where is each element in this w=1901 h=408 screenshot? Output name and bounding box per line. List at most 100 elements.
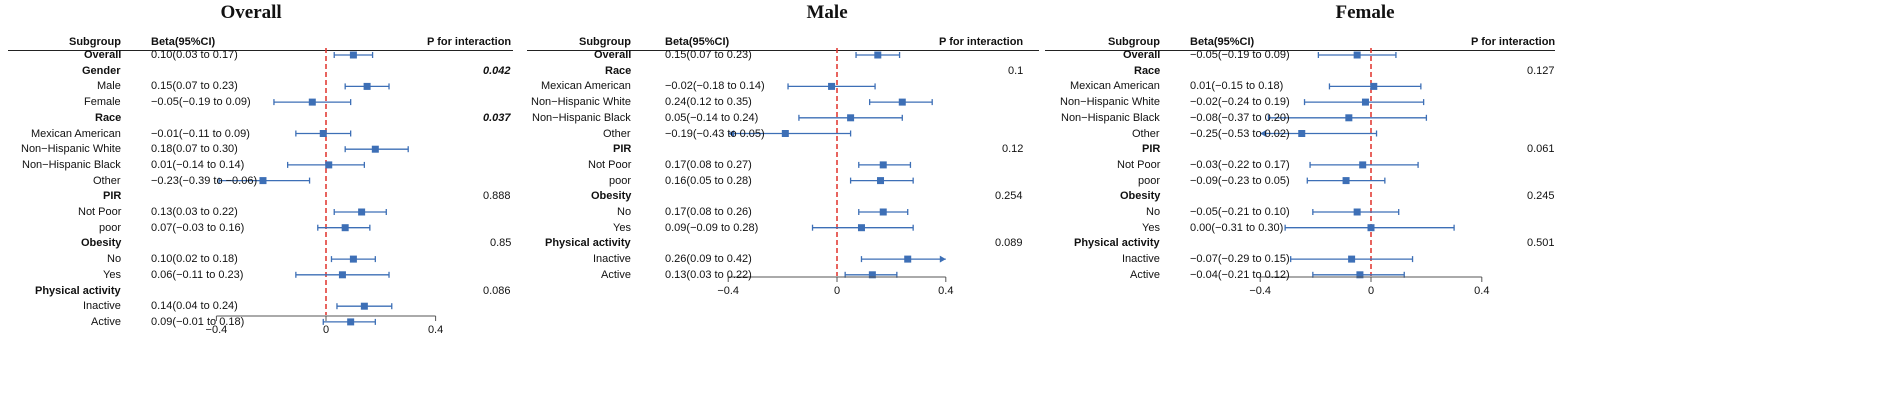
row-label: Overall [84,49,122,61]
x-tick-label: 0 [1368,285,1374,297]
row-beta: 0.16(0.05 to 0.28) [665,174,752,187]
panel-title: Overall [220,2,282,23]
point-estimate [1367,224,1375,232]
point-estimate [259,177,267,185]
row-label: poor [1138,174,1161,187]
row-beta: 0.09(−0.09 to 0.28) [665,221,759,234]
row-beta: 0.00(−0.31 to 0.30) [1190,221,1284,234]
row-label: Overall [1123,49,1161,61]
header-p-interaction: P for interaction [1471,36,1556,48]
point-estimate [1353,208,1361,216]
row-label: Yes [103,268,121,281]
point-estimate [874,51,882,59]
forest-plot-area: −0.4 0 0.4 [206,48,443,336]
row-beta: −0.04(−0.21 to 0.12) [1190,268,1290,281]
row-label: Mexican American [1070,80,1160,93]
x-tick-label: 0.4 [938,285,953,297]
row-p-value: 0.127 [1527,64,1555,77]
row-p-value: 0.037 [483,111,511,124]
row-beta: −0.03(−0.22 to 0.17) [1190,158,1290,171]
row-label: No [617,206,632,218]
header-beta: Beta(95%CI) [665,36,730,48]
point-estimate [1342,177,1350,185]
row-p-value: 0.089 [995,237,1023,250]
row-label: Mexican American [541,80,631,93]
point-estimate [1361,98,1369,106]
row-label: Female [84,96,121,109]
point-estimate [857,224,865,232]
point-estimate [319,130,327,137]
row-beta: 0.09(−0.01 to 0.18) [151,315,245,328]
row-p-value: 0.1 [1008,64,1024,77]
row-label: Non−Hispanic White [531,96,631,109]
row-beta: 0.17(0.08 to 0.26) [665,206,752,218]
x-tick-label: 0.4 [428,324,443,336]
row-label: Physical activity [1074,237,1160,250]
point-estimate [1348,255,1356,263]
row-beta: 0.01(−0.14 to 0.14) [151,158,245,171]
row-beta: −0.05(−0.21 to 0.10) [1190,206,1290,218]
point-estimate [898,98,906,106]
row-p-value: 0.061 [1527,143,1555,156]
x-tick-label: −0.4 [206,324,228,336]
row-p-value: 0.85 [490,237,512,250]
header-subgroup: Subgroup [69,36,121,48]
row-label: Mexican American [31,127,121,140]
point-estimate [1353,51,1361,59]
row-label: Other [603,127,631,140]
point-estimate [868,271,876,279]
header-rule [1045,50,1555,51]
point-estimate [308,98,316,106]
point-estimate [904,255,912,263]
point-estimate [1345,114,1353,122]
header-rule [8,50,513,51]
panel-title: Male [806,2,848,23]
point-estimate [879,208,887,216]
row-beta: 0.10(0.02 to 0.18) [151,253,238,266]
row-beta: −0.08(−0.37 to 0.20) [1190,111,1290,124]
point-estimate [1359,161,1367,169]
row-beta: 0.24(0.12 to 0.35) [665,96,752,109]
row-beta: 0.06(−0.11 to 0.23) [151,268,244,281]
row-label: No [1146,206,1161,218]
point-estimate [1356,271,1364,279]
row-label: poor [99,221,122,234]
point-estimate [877,177,885,185]
row-label: Obesity [1120,190,1161,203]
row-beta: 0.17(0.08 to 0.27) [665,158,752,171]
row-label: Inactive [593,253,631,266]
header-subgroup: Subgroup [579,36,631,48]
point-estimate [325,161,333,169]
row-label: Yes [613,221,631,234]
row-label: Non−Hispanic Black [1061,111,1160,124]
row-label: Race [1134,64,1161,77]
row-beta: 0.14(0.04 to 0.24) [151,300,238,313]
point-estimate [1298,130,1306,137]
point-estimate [363,82,371,90]
row-label: Inactive [83,300,121,313]
row-beta: 0.15(0.07 to 0.23) [151,80,238,93]
row-label: Obesity [81,237,122,250]
point-estimate [1370,82,1378,90]
row-beta: 0.15(0.07 to 0.23) [665,49,752,61]
row-label: Non−Hispanic Black [22,158,121,171]
row-label: Active [91,315,121,328]
point-estimate [347,318,355,326]
forest-plot-area: −0.4 0 0.4 [717,48,953,297]
x-tick-label: 0 [323,324,329,336]
point-estimate [341,224,349,232]
row-label: Overall [594,49,632,61]
row-beta: −0.07(−0.29 to 0.15) [1190,253,1290,266]
header-beta: Beta(95%CI) [1190,36,1255,48]
row-label: Not Poor [78,206,122,218]
row-beta: −0.05(−0.19 to 0.09) [151,96,251,109]
row-p-value: 0.888 [483,190,511,203]
panel-title: Female [1335,2,1395,23]
row-label: Physical activity [35,284,121,297]
row-beta: −0.25(−0.53 to 0.02) [1190,127,1290,140]
forest-panel-male: Male Subgroup Beta(95%CI) P for interaction… [527,0,1039,408]
point-estimate [847,114,855,122]
row-label: Physical activity [545,237,631,250]
row-p-value: 0.501 [1527,237,1555,250]
row-label: Obesity [591,190,632,203]
